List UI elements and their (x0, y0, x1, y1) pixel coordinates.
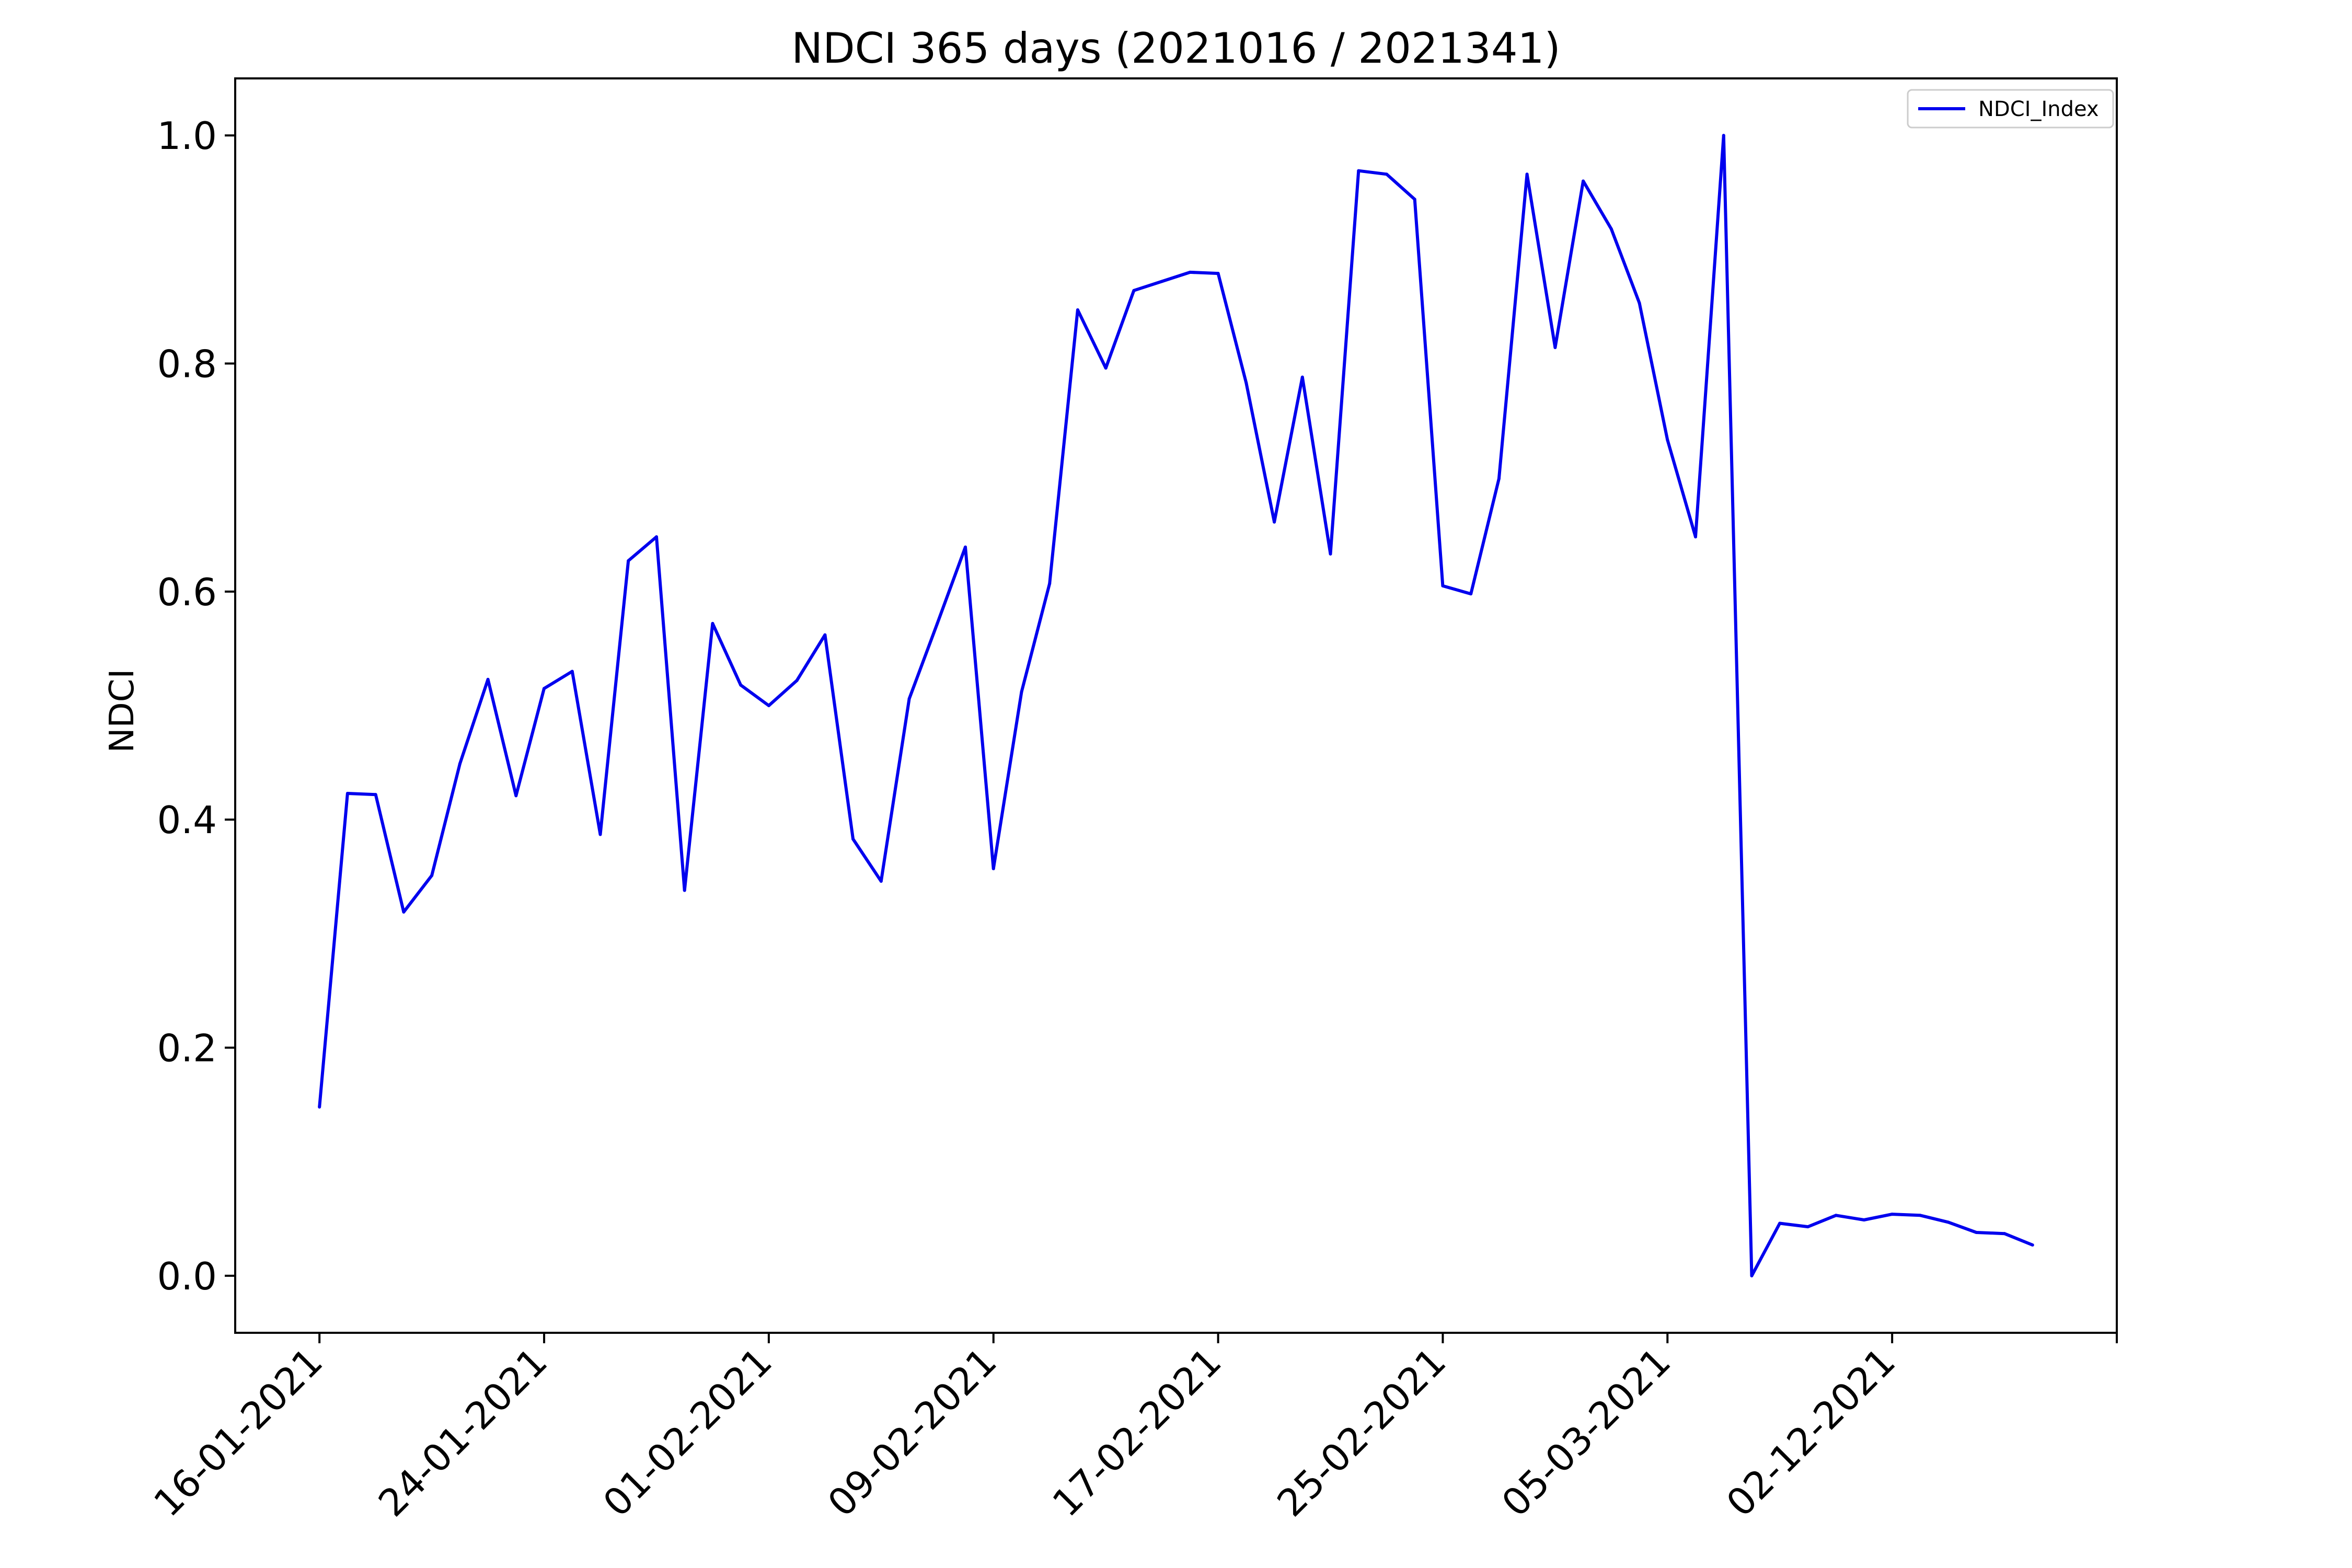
y-tick-label: 1.0 (157, 114, 217, 158)
data-point (486, 677, 490, 681)
data-point (1497, 477, 1501, 480)
data-point (1890, 1213, 1894, 1216)
y-axis-ticks: 0.0 0.2 0.4 0.6 0.8 1.0 (157, 114, 235, 1298)
data-point (1582, 179, 1585, 183)
data-point (1300, 375, 1304, 379)
legend-label: NDCI_Index (1978, 97, 2099, 121)
data-point (458, 762, 462, 766)
data-point (1329, 552, 1332, 556)
data-point (1750, 1274, 1754, 1277)
legend-box (1907, 89, 2114, 129)
data-point (1160, 280, 1164, 283)
x-axis-ticks: 16-01-2021 24-01-2021 01-02-2021 09-02-2021… (145, 1333, 2118, 1525)
legend: NDCI_Index (1907, 89, 2114, 129)
data-point (345, 792, 349, 795)
data-point (991, 867, 995, 870)
data-point (1666, 438, 1669, 442)
y-tick-label: 0.0 (157, 1254, 217, 1298)
data-point (1609, 227, 1613, 230)
data-point (1076, 308, 1079, 312)
data-point (1216, 272, 1220, 275)
data-point (683, 889, 686, 892)
x-tick-label: 16-01-2021 (145, 1340, 331, 1525)
data-point (1553, 345, 1557, 349)
data-point (598, 833, 602, 836)
data-point (1778, 1221, 1782, 1225)
x-tick-label: 01-02-2021 (595, 1340, 780, 1525)
data-point (1273, 520, 1276, 524)
data-point (1385, 172, 1388, 176)
data-point (823, 633, 827, 637)
data-point (374, 793, 377, 797)
data-point (936, 621, 939, 625)
data-point (1104, 366, 1108, 370)
data-point (851, 837, 855, 841)
data-point (1469, 592, 1473, 596)
data-point (318, 1105, 321, 1109)
data-point (1048, 582, 1052, 585)
data-point (795, 679, 799, 682)
x-tick-label: 17-02-2021 (1044, 1340, 1229, 1525)
data-point (1862, 1218, 1866, 1221)
data-point (627, 559, 630, 562)
data-point (739, 683, 743, 687)
data-point (1525, 172, 1529, 176)
y-tick-label: 0.6 (157, 570, 217, 614)
data-point (1975, 1231, 1978, 1234)
y-axis-label: NDCI (103, 669, 142, 753)
data-point (430, 874, 434, 878)
data-point (1132, 289, 1136, 292)
data-point (1834, 1214, 1838, 1217)
data-point (711, 621, 714, 625)
x-tick-label: 25-02-2021 (1269, 1340, 1454, 1525)
data-point (402, 910, 406, 914)
x-tick-label: 24-01-2021 (370, 1340, 556, 1525)
x-tick-label: 05-03-2021 (1493, 1340, 1679, 1525)
data-point (514, 794, 518, 798)
series-points (318, 134, 2034, 1277)
data-point (1441, 584, 1445, 587)
data-point (879, 880, 883, 883)
x-tick-label: 09-02-2021 (819, 1340, 1005, 1525)
y-tick-label: 0.4 (157, 798, 217, 842)
series-line-ndci-index (318, 134, 2033, 1277)
plot-frame (234, 77, 2118, 1334)
data-point (1244, 381, 1248, 385)
data-point (1357, 169, 1361, 172)
data-point (964, 545, 967, 549)
data-point (1946, 1220, 1950, 1224)
data-point (1806, 1225, 1809, 1229)
data-point (654, 535, 658, 539)
data-point (1413, 198, 1416, 201)
data-point (1638, 301, 1641, 305)
data-point (907, 697, 911, 700)
data-point (570, 670, 574, 673)
data-point (543, 687, 546, 690)
data-point (1694, 535, 1698, 539)
data-point (1188, 270, 1192, 274)
data-point (2031, 1243, 2034, 1247)
chart-title: NDCI 365 days (2021016 / 2021341) (791, 24, 1561, 73)
y-tick-label: 0.2 (157, 1027, 217, 1070)
data-point (1722, 134, 1725, 137)
y-tick-label: 0.8 (157, 342, 217, 386)
x-tick-label: 02-12-2021 (1718, 1340, 1904, 1525)
data-point (767, 704, 770, 707)
data-point (1918, 1214, 1922, 1217)
data-point (1020, 690, 1023, 694)
data-point (2003, 1232, 2007, 1236)
